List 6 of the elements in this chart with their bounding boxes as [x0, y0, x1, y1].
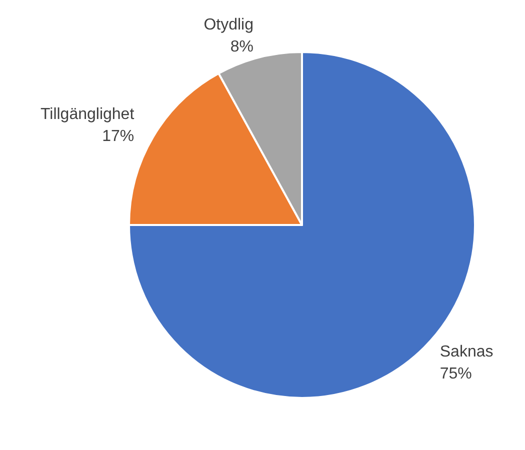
data-label: 8%: [230, 38, 254, 56]
slice-label: Otydlig: [204, 16, 254, 34]
data-label: 17%: [102, 128, 134, 146]
data-label: 75%: [440, 365, 472, 382]
slice-label: Tillgänglighet: [40, 106, 135, 124]
slice-label: Saknas: [440, 343, 494, 360]
